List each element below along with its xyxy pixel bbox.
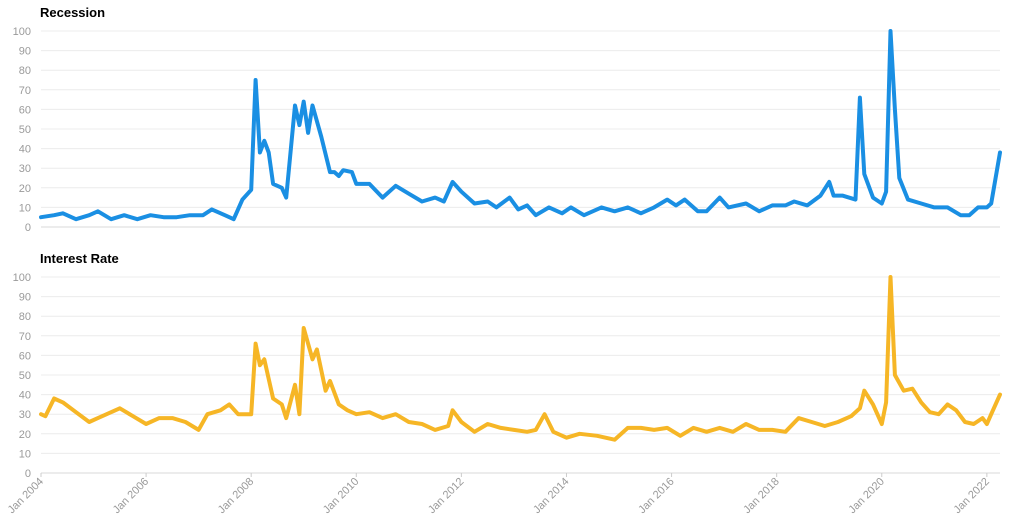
recession-y-tick-label: 50	[19, 124, 31, 136]
x-tick-label: Jan 2008	[216, 476, 256, 516]
x-axis: Jan 2004 Jan 2006 Jan 2008 Jan 2010 Jan 2012…	[6, 473, 992, 516]
interest-rate-y-tick-label: 100	[13, 272, 31, 284]
recession-panel: Recession 0 10 20 30 40 50 60 70 80 90 100	[13, 5, 1002, 234]
interest-rate-y-tick-label: 60	[19, 350, 31, 362]
interest-rate-y-tick-label: 0	[25, 468, 31, 480]
recession-y-tick-label: 80	[19, 65, 31, 77]
recession-series-line	[39, 29, 1002, 222]
recession-y-tick-label: 100	[13, 26, 31, 38]
recession-y-tick-label: 60	[19, 104, 31, 116]
recession-y-tick-label: 40	[19, 144, 31, 156]
recession-y-tick-label: 0	[25, 222, 31, 234]
x-tick-label: Jan 2004	[6, 476, 46, 516]
x-tick-label: Jan 2014	[531, 476, 571, 516]
interest-rate-panel: Interest Rate 0 10 20 30 40 50 60 70 80 90 100	[13, 251, 1002, 480]
recession-y-tick-label: 30	[19, 163, 31, 175]
interest-rate-y-tick-label: 30	[19, 409, 31, 421]
x-tick-label: Jan 2012	[426, 476, 466, 516]
x-tick-label: Jan 2018	[741, 476, 781, 516]
recession-y-tick-label: 10	[19, 202, 31, 214]
x-tick-label: Jan 2022	[951, 476, 991, 516]
x-tick-label: Jan 2016	[636, 476, 676, 516]
interest-rate-series-line	[39, 275, 1002, 442]
chart-title-recession: Recession	[40, 5, 105, 20]
recession-y-tick-label: 20	[19, 183, 31, 195]
interest-rate-y-tick-label: 40	[19, 390, 31, 402]
interest-rate-y-tick-label: 70	[19, 331, 31, 343]
interest-rate-y-tick-label: 50	[19, 370, 31, 382]
interest-rate-y-tick-label: 10	[19, 448, 31, 460]
recession-y-tick-label: 90	[19, 46, 31, 58]
interest-rate-y-tick-label: 90	[19, 292, 31, 304]
x-tick-label: Jan 2006	[111, 476, 151, 516]
recession-y-tick-label: 70	[19, 85, 31, 97]
x-tick-label: Jan 2020	[846, 476, 886, 516]
x-tick-label: Jan 2010	[321, 476, 361, 516]
chart-title-interest-rate: Interest Rate	[40, 251, 119, 266]
interest-rate-y-tick-label: 20	[19, 429, 31, 441]
interest-rate-y-tick-label: 80	[19, 311, 31, 323]
